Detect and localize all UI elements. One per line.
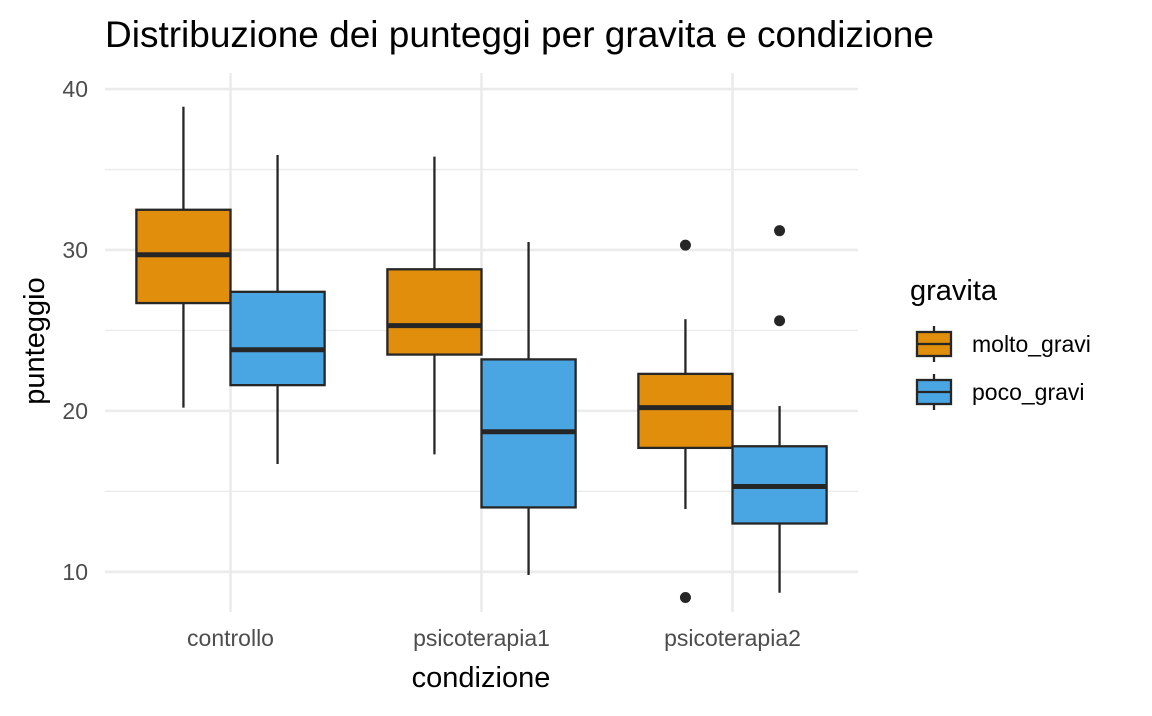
box-layer — [135, 106, 828, 604]
box-poco_gravi-psicoterapia1 — [480, 241, 577, 575]
x-tick-label: psicoterapia2 — [664, 625, 801, 651]
y-tick-label: 30 — [62, 237, 88, 263]
chart-title: Distribuzione dei punteggi per gravita e… — [105, 14, 934, 55]
legend: gravita molto_gravi poco_gravi — [910, 275, 1091, 410]
legend-label: poco_gravi — [972, 379, 1085, 405]
box-iqr — [386, 268, 483, 356]
y-axis-title: punteggio — [19, 277, 51, 404]
box-poco_gravi-controllo — [229, 155, 326, 464]
legend-item-molto_gravi: molto_gravi — [915, 326, 1091, 362]
outlier-point — [679, 592, 691, 604]
box-molto_gravi-psicoterapia2 — [637, 239, 734, 604]
legend-title: gravita — [910, 275, 998, 307]
outlier-point — [774, 315, 786, 327]
box-molto_gravi-psicoterapia1 — [386, 156, 483, 455]
box-iqr — [637, 372, 734, 450]
x-axis-title: condizione — [412, 662, 551, 694]
legend-label: molto_gravi — [972, 331, 1091, 357]
outlier-point — [679, 239, 691, 251]
box-poco_gravi-psicoterapia2 — [731, 225, 828, 593]
x-tick-label: psicoterapia1 — [413, 625, 550, 651]
y-tick-label: 10 — [62, 559, 88, 585]
y-tick-label: 20 — [62, 398, 88, 424]
legend-item-poco_gravi: poco_gravi — [915, 374, 1085, 410]
x-tick-label: controllo — [187, 625, 274, 651]
x-axis-ticks: controllo psicoterapia1 psicoterapia2 — [187, 625, 801, 651]
box-iqr — [229, 290, 326, 387]
box-molto_gravi-controllo — [135, 106, 232, 408]
y-axis-ticks: 10 20 30 40 — [62, 76, 88, 585]
y-tick-label: 40 — [62, 76, 88, 102]
outlier-point — [774, 225, 786, 237]
